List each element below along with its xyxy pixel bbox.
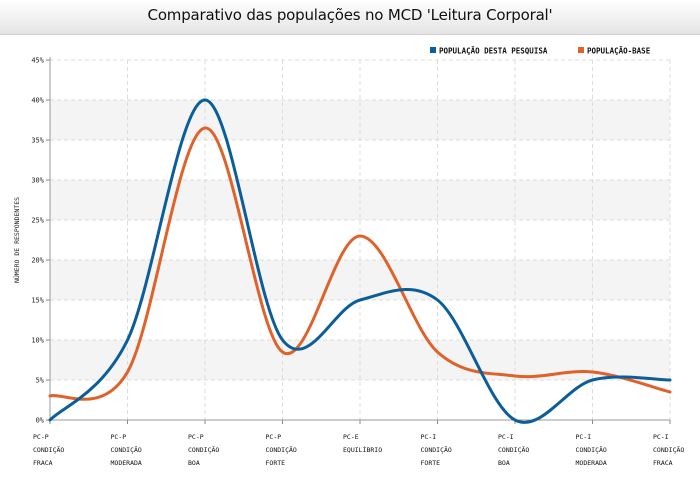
title-bar: Comparativo das populações no MCD 'Leitu…	[0, 0, 700, 35]
x-tick-label: CONDIÇÃO	[266, 445, 297, 454]
x-tick-label: BOA	[498, 459, 510, 467]
y-tick-label: 45%	[31, 57, 44, 65]
legend-label: POPULAÇÃO DESTA PESQUISA	[439, 47, 548, 56]
y-tick-label: 35%	[31, 137, 44, 145]
x-tick-label: PC-I	[421, 433, 437, 441]
x-tick-label: PC-P	[111, 433, 127, 441]
x-tick-label: BOA	[188, 459, 200, 467]
x-tick-label: FRACA	[33, 459, 53, 467]
x-tick-label: PC-P	[33, 433, 49, 441]
y-tick-label: 25%	[31, 217, 44, 225]
legend-label: POPULAÇÃO-BASE	[587, 47, 651, 56]
series-line-research	[48, 98, 672, 424]
y-tick-label: 30%	[31, 177, 44, 185]
y-tick-label: 15%	[31, 297, 44, 305]
x-tick-label: CONDIÇÃO	[188, 445, 219, 454]
legend-swatch	[430, 47, 436, 53]
y-tick-label: 10%	[31, 337, 44, 345]
x-tick-label: MODERADA	[576, 459, 607, 467]
x-tick-label: EQUILÍBRIO	[343, 445, 382, 454]
y-axis-label: NÚMERO DE RESPONDENTES	[12, 197, 21, 283]
x-tick-label: PC-I	[498, 433, 514, 441]
y-tick-label: 40%	[31, 97, 44, 105]
x-tick-label: CONDIÇÃO	[421, 445, 452, 454]
legend-swatch	[578, 47, 584, 53]
y-tick-label: 20%	[31, 257, 44, 265]
grid-band	[50, 340, 670, 380]
x-tick-label: PC-E	[343, 433, 359, 441]
y-tick-label: 0%	[36, 417, 45, 425]
x-tick-label: CONDIÇÃO	[111, 445, 142, 454]
x-tick-label: PC-I	[653, 433, 669, 441]
x-tick-label: CONDIÇÃO	[33, 445, 64, 454]
series-line-base	[48, 126, 672, 401]
x-tick-label: PC-I	[576, 433, 592, 441]
x-tick-label: FORTE	[266, 459, 286, 467]
x-tick-label: FRACA	[653, 459, 673, 467]
x-tick-label: PC-P	[188, 433, 204, 441]
x-tick-label: PC-P	[266, 433, 282, 441]
x-tick-label: CONDIÇÃO	[653, 445, 684, 454]
x-tick-label: CONDIÇÃO	[498, 445, 529, 454]
y-tick-label: 5%	[36, 377, 45, 385]
x-tick-label: CONDIÇÃO	[576, 445, 607, 454]
x-tick-label: FORTE	[421, 459, 441, 467]
chart-title: Comparativo das populações no MCD 'Leitu…	[147, 6, 553, 24]
x-tick-label: MODERADA	[111, 459, 142, 467]
